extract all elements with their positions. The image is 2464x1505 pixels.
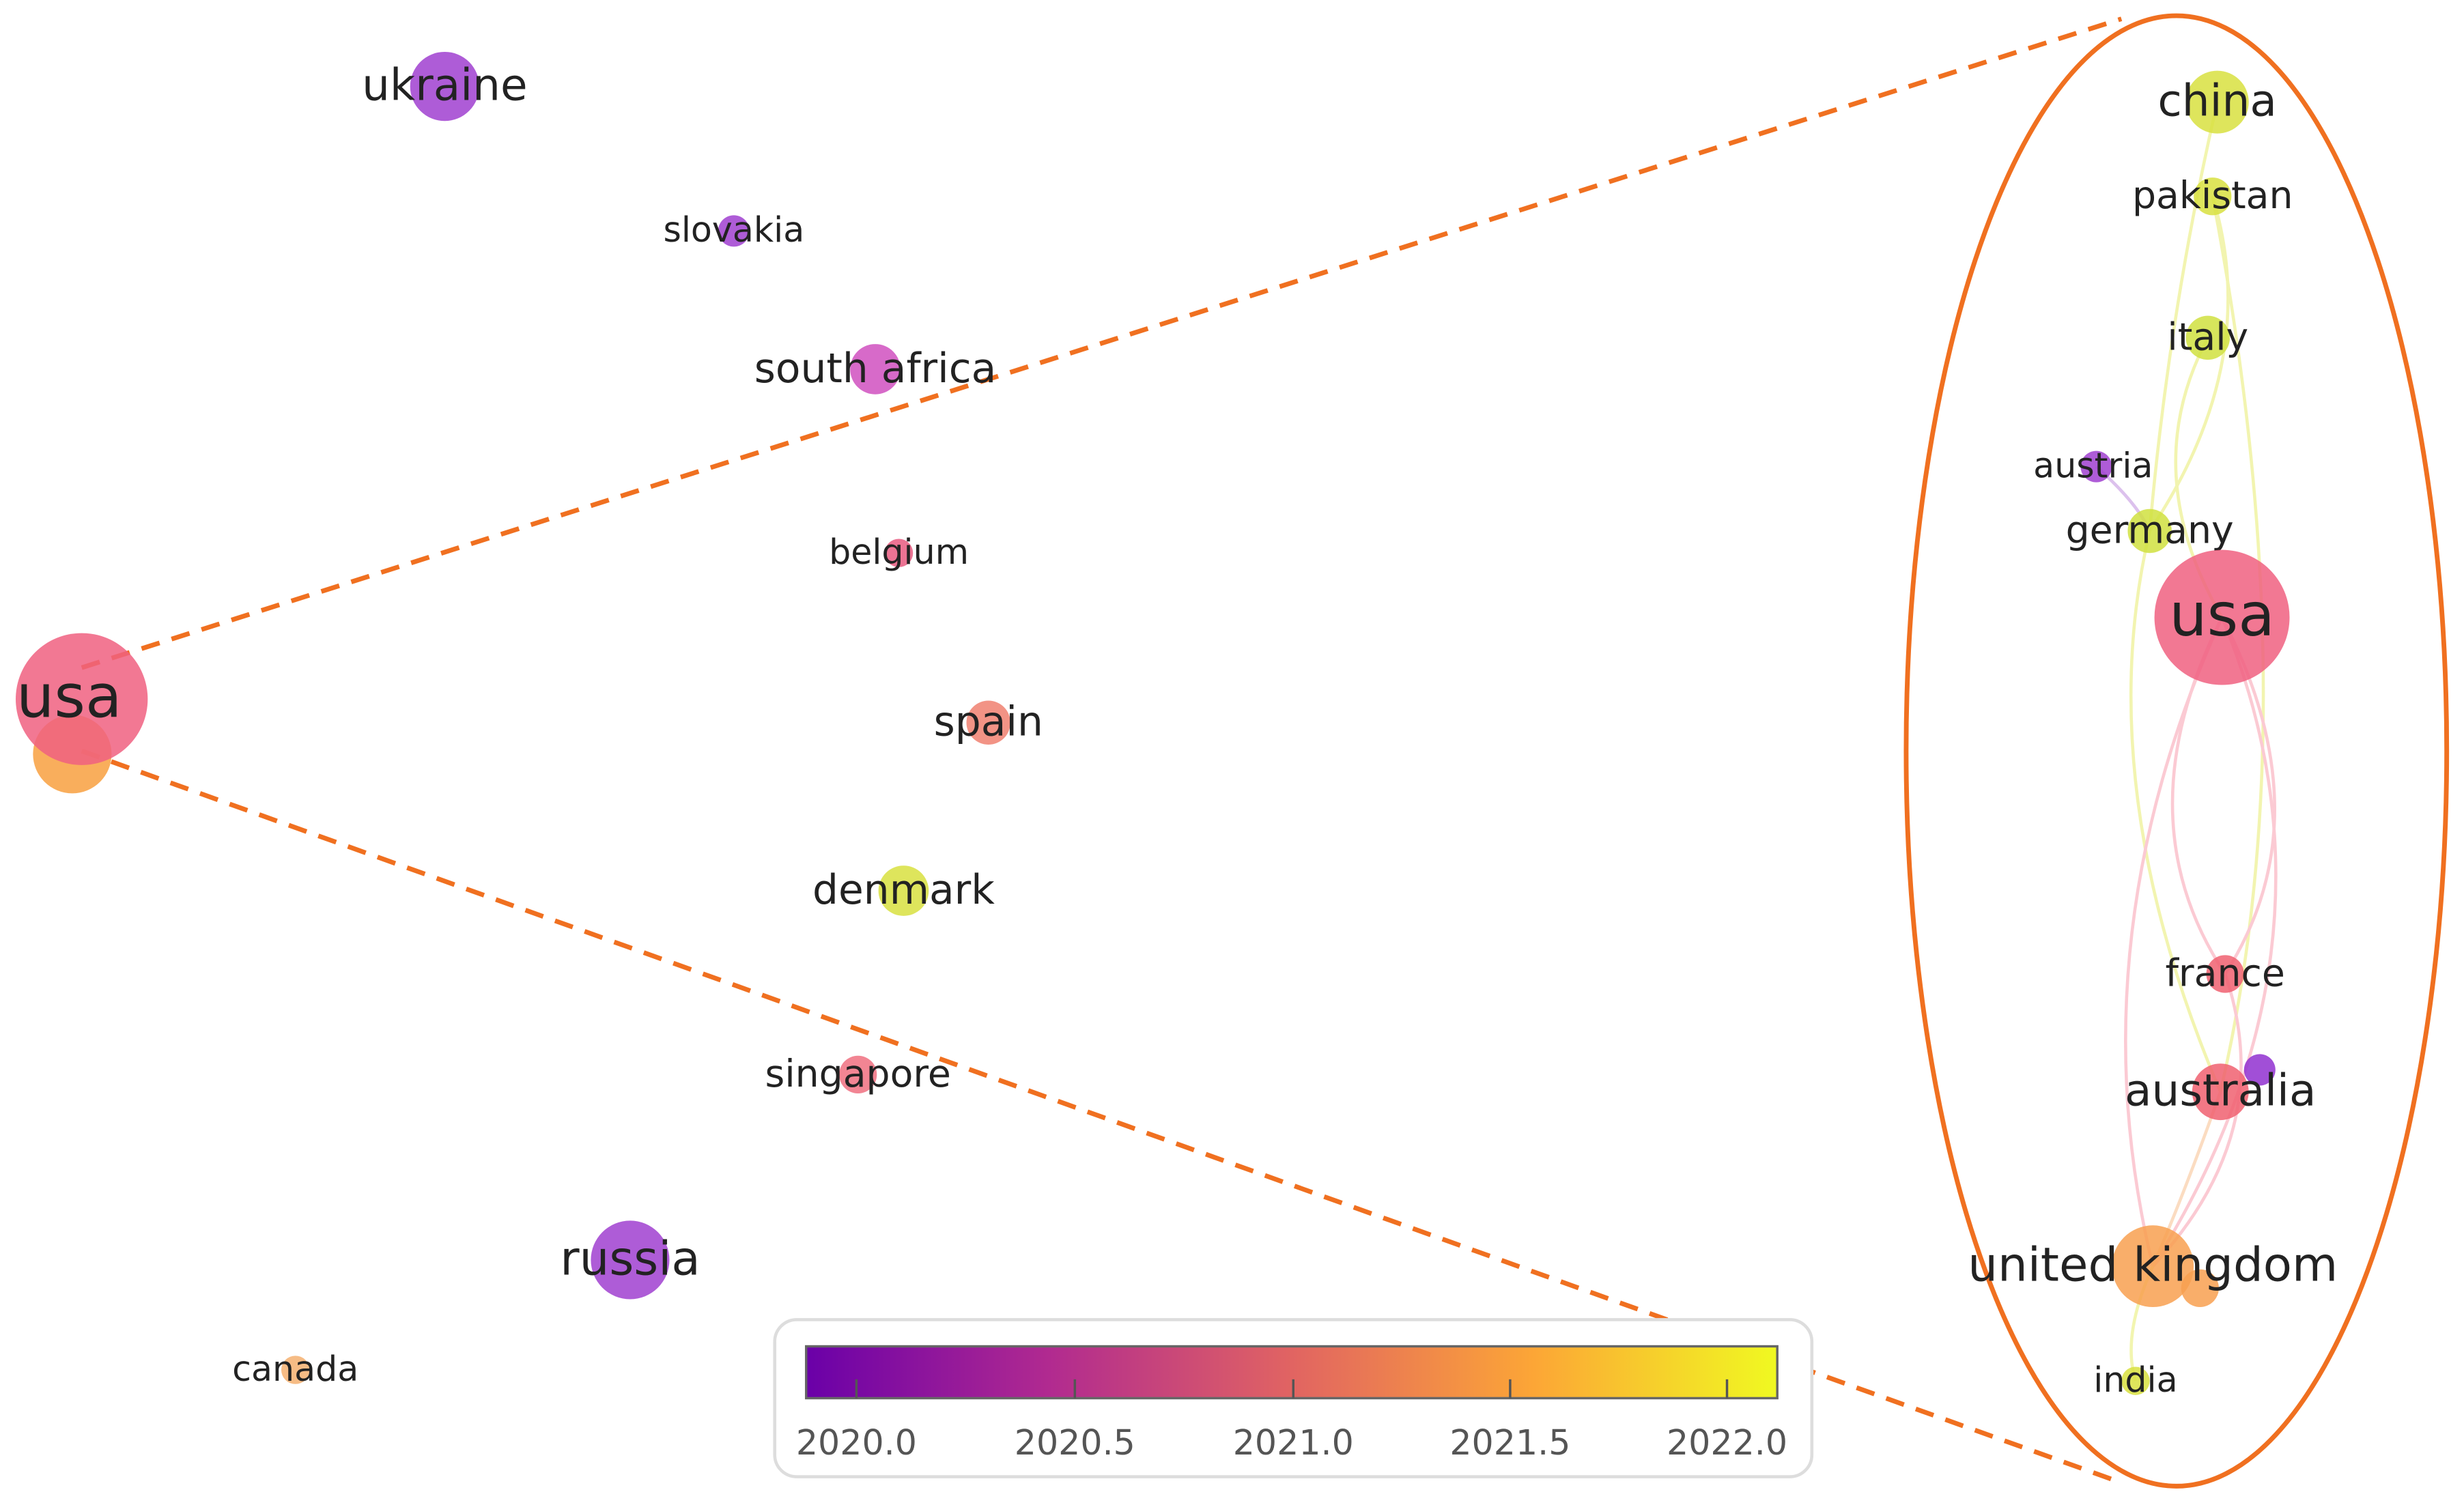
node-bubble — [16, 633, 148, 765]
node-label: italy — [2167, 315, 2248, 359]
edge — [2151, 973, 2243, 1267]
node-label: denmark — [812, 866, 995, 914]
node-bubble — [718, 215, 750, 247]
color-scale-tick-label: 2021.5 — [1449, 1422, 1570, 1463]
node-label: slovakia — [663, 210, 804, 250]
node-bubble — [2194, 177, 2232, 216]
node-label: usa — [16, 661, 122, 731]
node-bubble — [2080, 450, 2112, 483]
node-label: austria — [2033, 445, 2153, 485]
node-bubble — [2243, 1054, 2276, 1086]
node-label: india — [2093, 1360, 2177, 1400]
node-bubble — [878, 865, 929, 916]
node-bubble — [2185, 70, 2249, 134]
node-bubble — [2121, 1366, 2150, 1395]
node-label: ukraine — [362, 59, 528, 111]
node-bubble — [966, 700, 1010, 745]
zoom-ellipse — [1903, 13, 2450, 1489]
node-label: canada — [232, 1349, 358, 1389]
node-bubble — [2154, 549, 2290, 685]
node-bubble — [839, 1055, 877, 1093]
node-bubble — [2206, 955, 2244, 993]
edge — [2129, 530, 2222, 1093]
nodes: ukraine slovakia south africa belgium spain d… — [16, 51, 2338, 1400]
node-bubble — [2112, 1225, 2194, 1307]
node-bubble — [2185, 315, 2231, 360]
node-bubble — [884, 539, 914, 567]
node-label: spain — [934, 698, 1043, 746]
color-scale-tick-label: 2022.0 — [1667, 1422, 1787, 1463]
node-bubble — [281, 1356, 310, 1384]
color-scale-tick-label: 2021.0 — [1233, 1422, 1354, 1463]
color-scale-tick-label: 2020.5 — [1015, 1422, 1135, 1463]
edge — [2124, 616, 2224, 1267]
node-label: germany — [2066, 508, 2234, 552]
node-label: australia — [2125, 1065, 2316, 1117]
zoom-guide-line — [81, 16, 2123, 670]
node-label: singapore — [765, 1052, 951, 1096]
edges — [2095, 102, 2278, 1381]
node-label: china — [2157, 75, 2277, 126]
node-bubble — [2192, 1063, 2249, 1121]
color-scale: 2020.0 2020.5 2021.0 2021.5 2022.0 — [773, 1318, 1814, 1478]
edge — [2151, 616, 2278, 1267]
node-label: france — [2165, 951, 2284, 995]
node-label: belgium — [829, 532, 969, 572]
node-bubble — [850, 344, 901, 395]
node-label: pakistan — [2132, 174, 2293, 218]
color-bar — [805, 1345, 1779, 1400]
node-label: usa — [2169, 580, 2275, 650]
node-bubble — [2127, 508, 2172, 554]
node-bubble — [410, 51, 480, 121]
node-label: russia — [560, 1231, 700, 1286]
color-scale-tick-label: 2020.0 — [796, 1422, 917, 1463]
node-label: united kingdom — [1968, 1237, 2338, 1292]
node-label: south africa — [754, 345, 997, 392]
edge — [2148, 102, 2219, 532]
node-bubble — [591, 1220, 670, 1300]
